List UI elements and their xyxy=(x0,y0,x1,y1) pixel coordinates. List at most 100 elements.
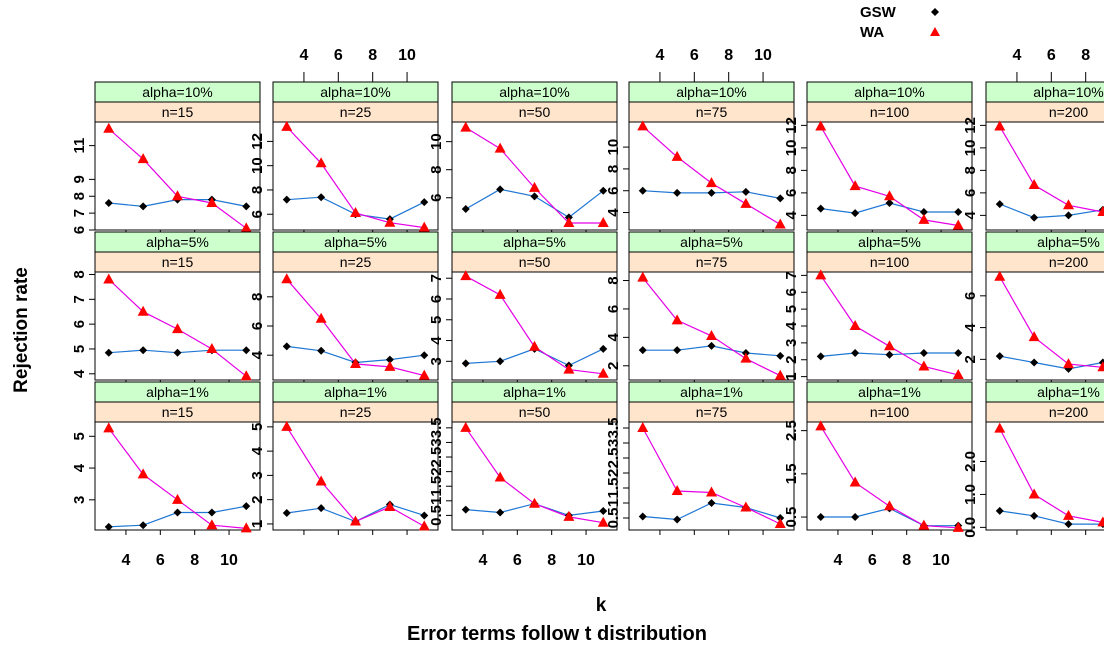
point-gsw xyxy=(173,348,182,357)
point-wa xyxy=(240,222,252,233)
strip-alpha-label: alpha=5% xyxy=(324,234,387,250)
point-gsw xyxy=(851,513,860,522)
panel-alpha-5-n-50: alpha=5% n=50 3 4 5 6 7 xyxy=(428,231,618,385)
series-line-gsw xyxy=(999,203,1104,219)
point-wa xyxy=(994,270,1006,281)
y-tick-label: 1 xyxy=(605,499,622,507)
point-wa xyxy=(637,120,649,131)
point-wa xyxy=(350,357,361,368)
y-tick-label: 6 xyxy=(605,305,622,313)
point-wa xyxy=(815,420,827,431)
x-tick-label-top: 4 xyxy=(655,47,664,64)
strip-alpha-label: alpha=1% xyxy=(503,384,566,400)
y-tick-label: 6 xyxy=(249,210,266,218)
y-tick-label: 6 xyxy=(605,187,622,195)
x-tick-label-bottom: 6 xyxy=(513,552,522,569)
strip-alpha-label: alpha=1% xyxy=(146,384,209,400)
y-tick-label: 6 xyxy=(71,320,88,328)
y-tick-label: 4 xyxy=(249,350,266,359)
series-line-wa xyxy=(465,427,604,524)
plot-frame xyxy=(806,421,973,531)
y-axis-label: Rejection rate xyxy=(11,267,32,393)
point-wa xyxy=(1063,358,1074,369)
point-gsw xyxy=(242,502,251,511)
y-tick-label: 4 xyxy=(71,463,88,472)
point-wa xyxy=(1097,206,1104,216)
panel-alpha-1-n-50: alpha=1% n=50 0.511.522.533.5 xyxy=(428,381,618,535)
point-wa xyxy=(137,468,149,479)
point-gsw xyxy=(496,185,505,194)
y-tick-label: 9 xyxy=(71,175,88,183)
panel-alpha-5-n-25: alpha=5% n=25 4 6 8 xyxy=(249,231,439,385)
point-gsw xyxy=(496,357,505,366)
x-tick-label-top: 4 xyxy=(1012,47,1021,64)
strip-n-label: n=100 xyxy=(870,404,910,420)
point-gsw xyxy=(707,499,716,507)
point-wa xyxy=(494,471,506,482)
plot-frame xyxy=(94,271,261,381)
strip-alpha-label: alpha=10% xyxy=(676,84,746,100)
strip-alpha-label: alpha=10% xyxy=(499,84,569,100)
point-gsw xyxy=(673,188,682,197)
y-tick-label: 12 xyxy=(783,117,800,134)
y-tick-label: 4 xyxy=(962,211,979,220)
point-gsw xyxy=(919,208,928,216)
point-gsw xyxy=(995,352,1004,361)
strip-alpha-label: alpha=5% xyxy=(858,234,921,250)
x-tick-label-bottom: 8 xyxy=(902,552,911,569)
point-wa xyxy=(281,273,293,284)
y-tick-label: 11 xyxy=(71,138,88,154)
plot-frame xyxy=(806,271,973,381)
y-tick-label: 8 xyxy=(249,186,266,194)
y-tick-label: 2 xyxy=(249,495,266,503)
point-wa xyxy=(952,368,964,379)
y-tick-label: 5 xyxy=(71,432,88,440)
x-tick-label-bottom: 6 xyxy=(156,552,165,569)
point-wa xyxy=(815,120,827,131)
panel-alpha-10-n-100: alpha=10% n=100 4 6 8 10 12 xyxy=(783,81,973,235)
point-wa xyxy=(1063,509,1074,520)
point-wa xyxy=(637,271,649,282)
point-wa xyxy=(597,367,609,378)
strip-alpha-label: alpha=5% xyxy=(680,234,743,250)
y-tick-label: 6 xyxy=(428,295,445,303)
point-gsw xyxy=(776,351,785,360)
y-tick-label: 3 xyxy=(783,339,800,347)
point-gsw xyxy=(207,508,216,517)
strip-alpha-label: alpha=5% xyxy=(1037,234,1100,250)
point-wa xyxy=(774,518,786,528)
strip-n-label: n=50 xyxy=(519,404,551,420)
panel-alpha-1-n-15: alpha=1% n=15 3 4 5 xyxy=(71,381,261,535)
point-wa xyxy=(418,221,430,232)
point-wa xyxy=(918,360,930,371)
y-tick-label: 2 xyxy=(605,362,622,370)
x-tick-label-top: 8 xyxy=(368,47,377,64)
point-wa xyxy=(206,342,218,353)
y-tick-label: 0.5 xyxy=(783,507,800,528)
plot-frame xyxy=(985,271,1104,381)
strip-alpha-label: alpha=10% xyxy=(1033,84,1103,100)
y-tick-label: 1.5 xyxy=(605,478,622,499)
point-wa xyxy=(1063,199,1074,210)
point-gsw xyxy=(317,346,326,355)
panel-alpha-1-n-100: alpha=1% n=100 0.5 1.5 2.5 xyxy=(783,381,973,535)
y-tick-label: 8 xyxy=(428,166,445,174)
y-tick-label: 1 xyxy=(249,520,266,528)
plot-frame xyxy=(94,421,261,531)
series-line-wa xyxy=(820,275,959,376)
point-gsw xyxy=(282,342,291,351)
panel-alpha-1-n-200: alpha=1% n=200 0.0 1.0 2.0 xyxy=(962,381,1104,538)
legend: GSW WA xyxy=(860,4,940,41)
series-line-wa xyxy=(465,127,604,224)
panel-alpha-5-n-200: alpha=5% n=200 2 4 6 xyxy=(962,231,1104,385)
point-wa xyxy=(671,314,683,325)
point-gsw xyxy=(954,349,963,357)
x-tick-label-bottom: 6 xyxy=(868,552,877,569)
legend-label-gsw: GSW xyxy=(860,4,897,21)
point-gsw xyxy=(1064,520,1073,529)
y-tick-label: 3 xyxy=(428,357,445,365)
y-tick-label: 1 xyxy=(783,372,800,380)
point-wa xyxy=(172,323,183,334)
point-wa xyxy=(384,216,396,227)
